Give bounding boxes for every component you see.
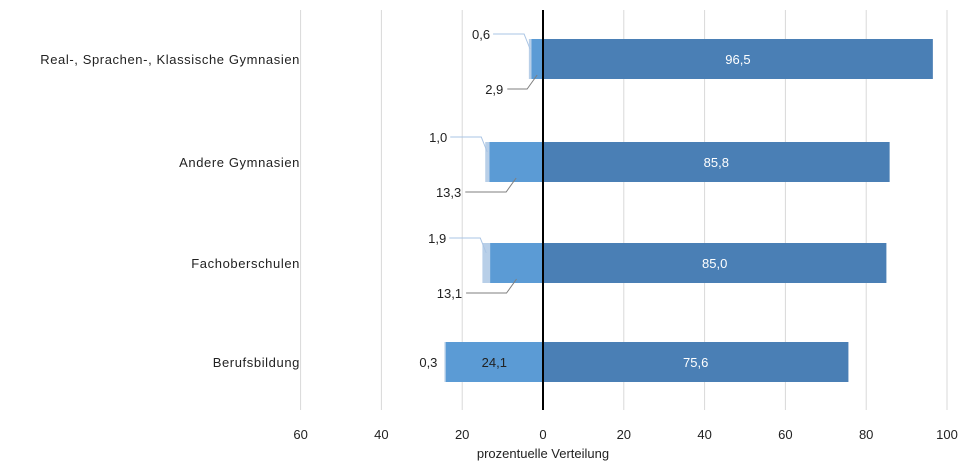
data-label-small: 1,9 — [428, 231, 446, 246]
data-label-negative: 24,1 — [482, 355, 507, 370]
bar-negative — [531, 39, 543, 79]
x-tick-label: 20 — [455, 427, 469, 442]
data-label-small: 0,3 — [419, 355, 437, 370]
data-label-negative: 2,9 — [485, 82, 503, 97]
bar-small — [444, 342, 446, 382]
bar-small — [528, 39, 532, 79]
data-label-small: 1,0 — [429, 130, 447, 145]
leader-line-small — [449, 237, 487, 254]
bars — [444, 39, 933, 382]
leader-line-small — [450, 136, 488, 153]
data-labels: 96,5 0,6 2,9 85,8 1,0 13,3 85,0 1,9 13,1 75,6 24,1… — [419, 27, 750, 370]
bar-negative — [445, 342, 543, 382]
x-tick-label: 20 — [617, 427, 631, 442]
x-axis-title: prozentuelle Verteilung — [477, 446, 609, 461]
x-tick-label: 60 — [778, 427, 792, 442]
category-label: Andere Gymnasien — [179, 155, 300, 170]
bar-positive — [543, 142, 890, 182]
tick-labels: 60 40 20 0 20 40 60 80 100 — [293, 427, 957, 442]
x-tick-label: 60 — [293, 427, 307, 442]
bar-positive — [543, 39, 933, 79]
x-tick-label: 80 — [859, 427, 873, 442]
bar-positive — [543, 342, 849, 382]
category-label: Berufsbildung — [213, 355, 300, 370]
data-label-positive: 85,8 — [704, 155, 729, 170]
category-label: Fachoberschulen — [191, 256, 300, 271]
bar-negative — [489, 142, 543, 182]
bar-negative — [490, 243, 543, 283]
x-tick-label: 40 — [374, 427, 388, 442]
data-label-small: 0,6 — [472, 27, 490, 42]
data-label-positive: 96,5 — [725, 52, 750, 67]
leader-line-negative — [466, 278, 517, 294]
leader-lines — [449, 33, 538, 294]
bar-small — [485, 142, 490, 182]
category-label: Real-, Sprachen-, Klassische Gymnasien — [40, 52, 300, 67]
data-label-positive: 85,0 — [702, 256, 727, 271]
data-label-negative: 13,1 — [437, 286, 462, 301]
data-label-positive: 75,6 — [683, 355, 708, 370]
leader-line-small — [493, 33, 531, 50]
leader-line-negative — [507, 74, 538, 90]
x-tick-label: 0 — [539, 427, 546, 442]
bar-small — [482, 243, 491, 283]
category-labels: Real-, Sprachen-, Klassische Gymnasien An… — [40, 52, 300, 370]
bar-positive — [543, 243, 887, 283]
data-label-negative: 13,3 — [436, 185, 461, 200]
leader-line-negative — [465, 177, 517, 193]
x-tick-label: 100 — [936, 427, 958, 442]
x-tick-label: 40 — [697, 427, 711, 442]
